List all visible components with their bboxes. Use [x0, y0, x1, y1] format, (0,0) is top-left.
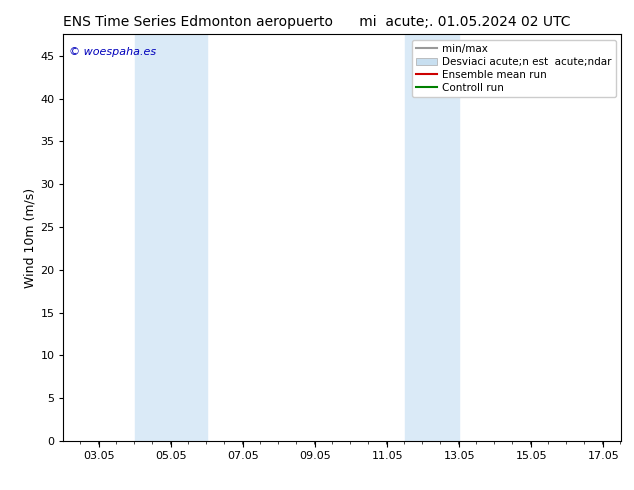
Bar — [405, 34, 460, 441]
Text: ENS Time Series Edmonton aeropuerto      mi  acute;. 01.05.2024 02 UTC: ENS Time Series Edmonton aeropuerto mi a… — [63, 15, 571, 29]
Y-axis label: Wind 10m (m/s): Wind 10m (m/s) — [23, 188, 36, 288]
Text: © woespaha.es: © woespaha.es — [69, 47, 156, 56]
Bar — [136, 34, 207, 441]
Legend: min/max, Desviaci acute;n est  acute;ndar, Ensemble mean run, Controll run: min/max, Desviaci acute;n est acute;ndar… — [412, 40, 616, 97]
